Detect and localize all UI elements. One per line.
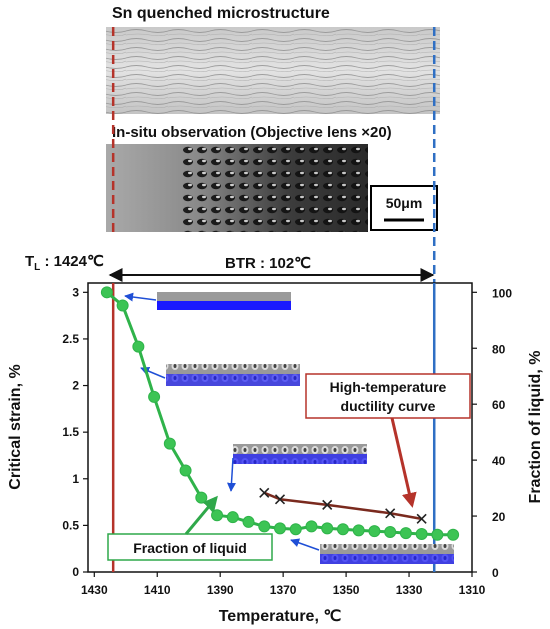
fraction-point: [321, 522, 334, 535]
fraction-point: [289, 523, 302, 536]
insitu-observation-texture: [180, 144, 368, 232]
fraction-point: [447, 528, 460, 541]
fraction-point: [399, 527, 412, 540]
y-left-tick-label: 0.5: [62, 518, 79, 532]
thumbnail-4-arrow: [290, 538, 320, 551]
ductility-label-line2: ductility curve: [341, 398, 436, 414]
fraction-point: [116, 299, 129, 312]
ductility-point: [385, 508, 396, 519]
ductility-label-box: [305, 373, 471, 419]
liquidus-label: TL : 1424℃: [25, 253, 104, 273]
x-axis-title: Temperature, ℃: [219, 608, 342, 625]
x-tick-label: 1310: [459, 583, 486, 597]
fraction-point: [431, 528, 444, 541]
y-right-tick-label: 60: [492, 398, 506, 412]
y-left-axis-ticks: 0 0.5 1 1.5 2 2.5 3: [62, 285, 88, 579]
fraction-label-arrow: [184, 495, 218, 535]
fraction-point: [163, 437, 176, 450]
y-left-tick-label: 3: [72, 285, 79, 299]
x-tick-label: 1330: [396, 583, 423, 597]
x-tick-label: 1430: [81, 583, 108, 597]
series-ductility-curve: [259, 487, 427, 524]
ductility-point: [416, 513, 427, 524]
ductility-point: [274, 494, 286, 505]
fraction-point: [258, 520, 271, 533]
scale-bar-box: [370, 185, 438, 231]
x-tick-label: 1410: [144, 583, 171, 597]
ductility-label-line1: High-temperature: [330, 379, 447, 395]
fraction-point: [352, 524, 365, 537]
inset-thumbnail-4: [320, 544, 454, 564]
fraction-point: [336, 523, 349, 536]
y-left-tick-label: 1: [72, 472, 79, 486]
top-image-title: Sn quenched microstructure: [112, 5, 330, 22]
ductility-line: [263, 491, 422, 521]
x-axis-ticks: 1430 1410 1390 1370 1350 1330 1310: [81, 572, 486, 597]
y-left-tick-label: 0: [72, 565, 79, 579]
y-right-tick-label: 100: [492, 286, 512, 300]
y-right-tick-label: 40: [492, 454, 506, 468]
y-left-tick-label: 2: [72, 379, 79, 393]
fraction-point: [132, 340, 145, 353]
y-right-tick-label: 20: [492, 510, 506, 524]
inset-thumbnail-1: [157, 292, 291, 310]
ductility-point: [322, 499, 333, 510]
y-right-tick-label: 80: [492, 342, 506, 356]
fraction-label-box: [107, 533, 273, 561]
series-fraction-of-liquid: [100, 286, 460, 541]
fraction-point: [211, 509, 224, 522]
fraction-point: [384, 526, 397, 539]
fraction-point: [415, 527, 428, 540]
fraction-point: [274, 522, 286, 535]
fraction-label: Fraction of liquid: [133, 540, 247, 556]
y-left-axis-title: Critical strain, %: [7, 364, 24, 489]
y-right-axis-title: Fraction of liquid, %: [527, 351, 544, 504]
fraction-point: [148, 390, 161, 403]
btr-label: BTR : 102℃: [225, 255, 311, 272]
fraction-point: [305, 520, 318, 533]
plot-area: [87, 282, 473, 573]
x-tick-label: 1370: [270, 583, 297, 597]
fraction-point: [100, 286, 113, 299]
thumbnail-1-arrow: [124, 292, 157, 302]
quenched-microstructure-texture: [106, 27, 440, 114]
x-tick-label: 1350: [333, 583, 360, 597]
y-left-tick-label: 1.5: [62, 425, 79, 439]
scale-bar-label: 50μm: [386, 195, 423, 211]
insitu-image-title: In-situ observation (Objective lens ×20): [112, 124, 392, 141]
fraction-point: [195, 491, 208, 504]
y-right-axis-ticks: 0 20 40 60 80 100: [472, 286, 512, 580]
x-tick-label: 1390: [207, 583, 234, 597]
ductility-point: [259, 487, 270, 498]
inset-thumbnail-3: [233, 444, 367, 464]
thumbnail-3-arrow: [226, 457, 236, 492]
inset-thumbnail-2: [166, 364, 300, 386]
ductility-label-arrow: [390, 417, 417, 508]
fraction-point: [226, 511, 239, 524]
y-right-tick-label: 0: [492, 566, 499, 580]
y-left-tick-label: 2.5: [62, 332, 79, 346]
fraction-point: [179, 464, 192, 477]
fraction-point: [368, 525, 381, 538]
fraction-point: [242, 515, 255, 528]
